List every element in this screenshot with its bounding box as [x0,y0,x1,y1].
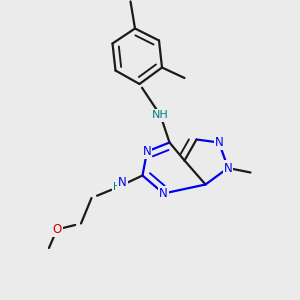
Text: N: N [159,187,168,200]
Text: N: N [214,136,224,149]
Text: H: H [113,182,121,193]
Text: N: N [142,145,152,158]
Text: NH: NH [152,110,169,121]
Text: O: O [52,223,62,236]
Text: N: N [118,176,127,190]
Text: N: N [224,161,232,175]
